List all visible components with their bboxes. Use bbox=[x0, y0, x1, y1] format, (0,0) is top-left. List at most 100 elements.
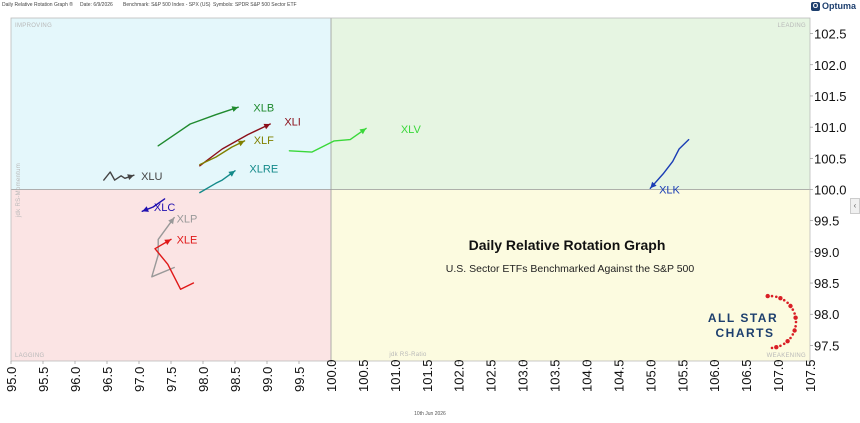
logo-star-dot bbox=[791, 333, 795, 336]
logo-star-dot bbox=[792, 328, 797, 333]
x-tick-label: 99.5 bbox=[292, 367, 307, 392]
y-tick-label: 102.5 bbox=[814, 27, 847, 42]
y-tick-label: 100.0 bbox=[814, 183, 847, 198]
x-axis-label: jdk RS-Ratio bbox=[388, 352, 427, 358]
y-tick-label: 99.0 bbox=[814, 245, 839, 260]
brand-badge-icon: O bbox=[810, 2, 820, 12]
y-tick-label: 97.5 bbox=[814, 338, 839, 353]
series-label-xlp: XLP bbox=[177, 213, 198, 225]
x-tick-label: 107.0 bbox=[771, 359, 786, 392]
series-arrow-xli bbox=[263, 123, 271, 130]
series-label-xlb: XLB bbox=[253, 102, 274, 114]
logo-star-dot bbox=[775, 295, 778, 299]
chart-header-date: Date: 6/9/2026 bbox=[80, 2, 113, 8]
axis-layer: 97.5 98.0 98.5 99.0 99.5 100.0 100.5 101.0 101.5… bbox=[4, 27, 847, 392]
series-tail-xlp bbox=[151, 216, 175, 278]
series-tail-xli bbox=[199, 123, 271, 167]
x-tick-label: 100.5 bbox=[356, 359, 371, 392]
logo-star-dot bbox=[770, 346, 774, 350]
footer-date: 10th Jun 2026 bbox=[414, 411, 446, 417]
series-arrow-xlu bbox=[127, 174, 134, 180]
quadrant-weakening bbox=[331, 189, 810, 361]
logo-star-dot bbox=[770, 294, 774, 298]
brand-logo: O Optuma bbox=[810, 1, 856, 12]
x-tick-label: 106.5 bbox=[739, 359, 754, 392]
series-tail-xlu bbox=[103, 171, 135, 181]
x-tick-label: 103.0 bbox=[516, 359, 531, 392]
x-tick-label: 98.5 bbox=[228, 367, 243, 392]
logo-star-dot bbox=[793, 312, 796, 315]
chart-header-benchmark: Benchmark: S&P 500 Index - SPX (US) bbox=[123, 2, 211, 8]
x-tick-label: 99.0 bbox=[260, 367, 275, 392]
quadrant-label-improving: IMPROVING bbox=[15, 23, 52, 29]
x-tick-label: 104.5 bbox=[611, 359, 626, 392]
series-layer bbox=[103, 106, 690, 290]
y-tick-label: 102.0 bbox=[814, 58, 847, 73]
series-tail-xlre bbox=[199, 170, 236, 194]
logo-line2: CHARTS bbox=[716, 326, 775, 340]
x-tick-label: 102.5 bbox=[484, 359, 499, 392]
quadrant-leading bbox=[331, 18, 810, 190]
logo-line1: ALL STAR bbox=[708, 311, 778, 325]
x-tick-label: 96.0 bbox=[68, 367, 83, 392]
y-axis-label: jdk RS-Momentum bbox=[16, 163, 22, 218]
logo-star-dot bbox=[774, 345, 779, 350]
y-tick-label: 101.0 bbox=[814, 120, 847, 135]
x-tick-label: 100.0 bbox=[324, 359, 339, 392]
logo-star-dot bbox=[779, 344, 782, 348]
all-star-charts-logo: ALL STAR CHARTS bbox=[708, 293, 798, 350]
series-label-xli: XLI bbox=[284, 117, 301, 129]
logo-star-dot bbox=[782, 342, 786, 346]
series-label-xlv: XLV bbox=[401, 124, 422, 136]
x-tick-label: 105.5 bbox=[675, 359, 690, 392]
x-tick-label: 97.0 bbox=[132, 367, 147, 392]
x-tick-label: 104.0 bbox=[580, 359, 595, 392]
series-tail-xle bbox=[154, 238, 195, 290]
y-tick-label: 98.0 bbox=[814, 307, 839, 322]
x-tick-label: 95.5 bbox=[36, 367, 51, 392]
y-tick-label: 100.5 bbox=[814, 151, 847, 166]
series-arrow-xlc bbox=[142, 206, 149, 212]
y-tick-label: 99.5 bbox=[814, 214, 839, 229]
series-arrow-xlb bbox=[231, 106, 239, 112]
x-tick-label: 102.0 bbox=[452, 359, 467, 392]
logo-star-dot bbox=[788, 303, 793, 309]
x-tick-label: 107.5 bbox=[803, 359, 818, 392]
x-tick-label: 98.0 bbox=[196, 367, 211, 392]
chart-header-symbols: Symbols: SPDR S&P 500 Sector ETF bbox=[213, 2, 297, 8]
y-tick-label: 98.5 bbox=[814, 276, 839, 291]
logo-star-dot bbox=[785, 339, 790, 344]
chart-header-title: Daily Relative Rotation Graph ® bbox=[2, 2, 73, 8]
x-tick-label: 103.5 bbox=[548, 359, 563, 392]
x-tick-label: 97.5 bbox=[164, 367, 179, 392]
series-arrow-xlv bbox=[359, 128, 367, 135]
series-label-xlc: XLC bbox=[154, 202, 175, 214]
logo-star-dot bbox=[791, 308, 795, 311]
logo-stars-icon bbox=[765, 293, 798, 350]
series-arrow-xlre bbox=[228, 170, 235, 177]
x-tick-label: 95.0 bbox=[4, 367, 19, 392]
brand-name: Optuma bbox=[821, 1, 856, 11]
quadrant-lagging bbox=[11, 189, 331, 361]
series-arrow-xlk bbox=[650, 181, 657, 189]
series-arrow-xle bbox=[164, 239, 171, 245]
chart-subtitle: U.S. Sector ETFs Benchmarked Against the… bbox=[446, 263, 695, 275]
chart-title: Daily Relative Rotation Graph bbox=[469, 237, 666, 253]
x-tick-label: 101.0 bbox=[388, 359, 403, 392]
series-arrow-xlf bbox=[237, 140, 245, 147]
x-tick-label: 105.0 bbox=[643, 359, 658, 392]
series-arrow-xlp bbox=[168, 217, 175, 225]
logo-star-dot bbox=[782, 298, 786, 302]
series-label-xlk: XLK bbox=[659, 185, 680, 197]
quadrant-label-leading: LEADING bbox=[778, 23, 806, 29]
logo-star-dot bbox=[778, 296, 783, 301]
logo-star-dot bbox=[794, 320, 798, 324]
series-label-xle: XLE bbox=[177, 235, 198, 247]
logo-star-dot bbox=[786, 301, 789, 305]
y-tick-label: 101.5 bbox=[814, 89, 847, 104]
logo-star-dot bbox=[794, 325, 797, 328]
quadrant-label-lagging: LAGGING bbox=[15, 353, 44, 359]
chart-header: Daily Relative Rotation Graph ® Date: 6/… bbox=[0, 0, 860, 12]
quadrant-label-weakening: WEAKENING bbox=[767, 353, 806, 359]
